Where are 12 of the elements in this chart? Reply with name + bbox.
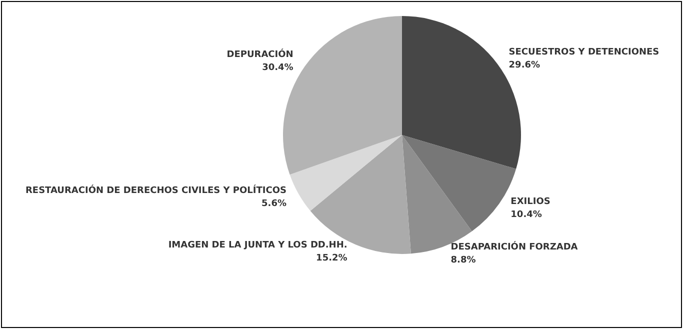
slice-label: SECUESTROS Y DETENCIONES (508, 48, 660, 58)
slice-label: DEPURACIÓN (226, 48, 294, 60)
data-label: 10.4% (510, 210, 542, 220)
data-label: 29.6% (508, 60, 540, 71)
slice-label: IMAGEN DE LA JUNTA Y LOS DD.HH. (168, 240, 348, 250)
slice-label: DESAPARICIÓN FORZADA (450, 240, 578, 253)
data-label: 8.8% (450, 256, 476, 266)
data-label: 5.6% (262, 199, 286, 210)
data-label: 15.2% (316, 253, 348, 264)
data-label: 30.4% (262, 63, 294, 74)
slice-label: EXILIOS (510, 196, 550, 207)
slice-label: RESTAURACIÓN DE DERECHOS CIVILES Y POLÍTICOS (25, 184, 286, 196)
